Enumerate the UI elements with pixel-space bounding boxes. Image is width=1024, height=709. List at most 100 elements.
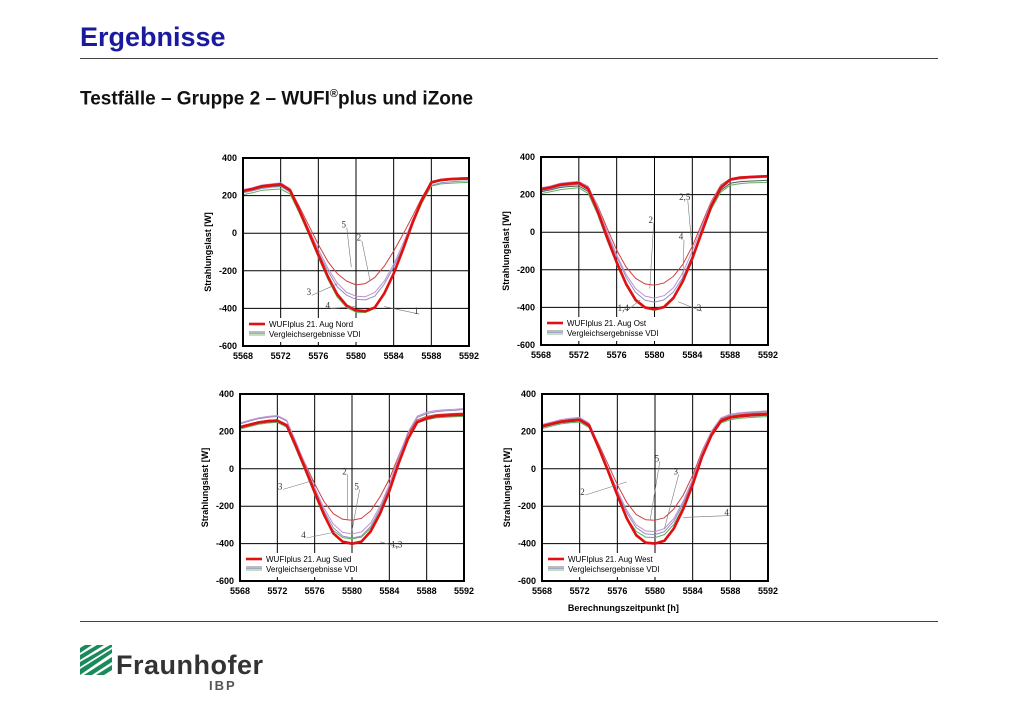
y-tick-label: 0 bbox=[530, 227, 535, 237]
y-tick-label: -600 bbox=[518, 576, 536, 586]
annotation-label: 2 bbox=[342, 466, 347, 476]
x-tick-label: 5572 bbox=[267, 586, 287, 596]
y-axis-label: Strahlungslast [W] bbox=[501, 211, 511, 291]
x-tick-label: 5584 bbox=[683, 586, 703, 596]
x-tick-label: 5576 bbox=[607, 586, 627, 596]
series-line-vdi bbox=[239, 415, 465, 540]
legend-label-vdi: Vergleichsergebnisse VDI bbox=[266, 565, 358, 574]
x-tick-label: 5580 bbox=[645, 586, 665, 596]
x-tick-label: 5592 bbox=[758, 586, 778, 596]
annotation-leader bbox=[687, 200, 693, 252]
annotation-leader bbox=[306, 532, 334, 539]
annotation-label: 3 bbox=[307, 287, 312, 297]
subtitle-prefix: Testfälle – Gruppe 2 – WUFI bbox=[80, 88, 330, 110]
y-tick-label: -400 bbox=[219, 303, 237, 313]
title-divider bbox=[80, 58, 938, 59]
annotation-leader bbox=[379, 541, 400, 548]
y-tick-label: -400 bbox=[518, 539, 536, 549]
plot-frame bbox=[242, 157, 470, 347]
subtitle-suffix: plus und iZone bbox=[337, 88, 474, 110]
subtitle-registered-mark: ® bbox=[329, 88, 338, 100]
annotation-leader bbox=[361, 240, 371, 282]
slide-subtitle: Testfälle – Gruppe 2 – WUFI®plus und iZo… bbox=[80, 88, 473, 110]
annotation-label: 4 bbox=[326, 300, 331, 310]
legend-label-vdi: Vergleichsergebnisse VDI bbox=[567, 329, 659, 338]
footer-divider bbox=[80, 621, 938, 622]
legend-box bbox=[546, 553, 676, 577]
x-tick-label: 5572 bbox=[271, 351, 291, 361]
y-axis-label: Strahlungslast [W] bbox=[203, 212, 213, 292]
x-tick-label: 5580 bbox=[346, 351, 366, 361]
annotation-label: 3 bbox=[673, 466, 678, 476]
y-tick-label: 400 bbox=[222, 153, 237, 163]
series-line-vdi bbox=[541, 410, 769, 533]
annotation-leader bbox=[330, 306, 357, 309]
y-tick-label: 200 bbox=[222, 191, 237, 201]
x-tick-label: 5592 bbox=[459, 351, 479, 361]
x-tick-label: 5572 bbox=[569, 350, 589, 360]
annotation-label: 1,4 bbox=[618, 303, 630, 313]
annotation-label: 2,5 bbox=[679, 192, 691, 202]
legend-label-wufiplus: WUFIplus 21. Aug Nord bbox=[269, 320, 353, 329]
plot-frame bbox=[541, 393, 769, 582]
annotation-leader bbox=[649, 222, 655, 289]
legend-box bbox=[247, 318, 377, 342]
y-tick-label: -200 bbox=[219, 266, 237, 276]
legend-label-vdi: Vergleichsergebnisse VDI bbox=[568, 565, 660, 574]
series-line-vdi bbox=[242, 180, 470, 301]
series-line-wufiplus bbox=[540, 174, 769, 311]
series-line-vdi bbox=[239, 408, 465, 539]
series-line-vdi bbox=[242, 181, 470, 313]
y-tick-label: 200 bbox=[520, 190, 535, 200]
x-axis-label: Berechnungszeitpunkt [h] bbox=[568, 603, 679, 613]
slide-title: Ergebnisse bbox=[80, 22, 226, 52]
annotation-label: 2 bbox=[357, 233, 362, 243]
x-tick-label: 5592 bbox=[758, 350, 778, 360]
x-tick-label: 5588 bbox=[720, 586, 740, 596]
x-tick-label: 5588 bbox=[417, 586, 437, 596]
legend-label-wufiplus: WUFIplus 21. Aug Ost bbox=[567, 319, 647, 328]
y-tick-label: -600 bbox=[219, 341, 237, 351]
series-line-vdi bbox=[239, 408, 465, 535]
annotation-leader bbox=[351, 489, 360, 531]
y-tick-label: -400 bbox=[517, 302, 535, 312]
legend-label-wufiplus: WUFIplus 21. Aug West bbox=[568, 555, 654, 564]
logo-institute: IBP bbox=[209, 678, 237, 693]
annotation-leader bbox=[311, 283, 338, 296]
annotation-label: 2 bbox=[648, 215, 653, 225]
annotation-label: 4 bbox=[679, 232, 684, 242]
annotation-label: 2 bbox=[580, 487, 585, 497]
annotation-leader bbox=[649, 461, 661, 520]
x-tick-label: 5576 bbox=[308, 351, 328, 361]
y-tick-label: -600 bbox=[517, 340, 535, 350]
annotation-leader bbox=[683, 515, 730, 518]
x-tick-label: 5584 bbox=[384, 351, 404, 361]
y-tick-label: 200 bbox=[521, 426, 536, 436]
annotation-leader bbox=[384, 306, 420, 315]
fraunhofer-stripes-logo bbox=[80, 645, 112, 680]
annotation-label: 5 bbox=[655, 453, 660, 463]
x-tick-label: 5588 bbox=[720, 350, 740, 360]
series-line-wufiplus bbox=[541, 412, 769, 545]
x-tick-label: 5568 bbox=[531, 350, 551, 360]
y-tick-label: 0 bbox=[232, 228, 237, 238]
logo-stripes-icon bbox=[80, 645, 112, 675]
x-tick-label: 5592 bbox=[454, 586, 474, 596]
series-line-vdi bbox=[541, 411, 769, 536]
annotation-label: 1,3 bbox=[391, 539, 403, 549]
annotation-label: 5 bbox=[354, 481, 359, 491]
y-tick-label: 400 bbox=[520, 152, 535, 162]
series-line-wufiplus bbox=[239, 413, 465, 545]
annotation-label: 3 bbox=[278, 481, 283, 491]
logo-name: Fraunhofer bbox=[116, 650, 264, 680]
y-tick-label: 0 bbox=[229, 464, 234, 474]
series-line-vdi bbox=[541, 416, 769, 539]
legend-label-wufiplus: WUFIplus 21. Aug Sued bbox=[266, 555, 351, 564]
x-tick-label: 5568 bbox=[230, 586, 250, 596]
annotation-label: 4 bbox=[724, 508, 729, 518]
annotation-label: 5 bbox=[342, 220, 347, 230]
annotation-leader bbox=[585, 481, 627, 496]
x-tick-label: 5580 bbox=[644, 350, 664, 360]
